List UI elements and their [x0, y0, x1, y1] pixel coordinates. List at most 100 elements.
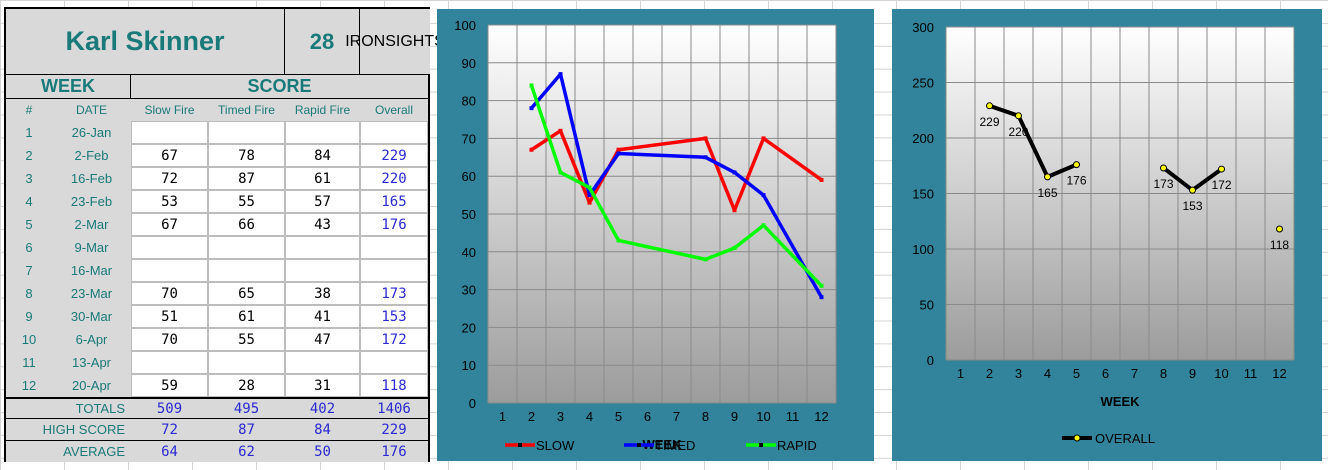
overall-score-cell[interactable]: 165 — [360, 190, 428, 213]
y-tick-label: 70 — [462, 131, 476, 146]
data-point — [587, 193, 592, 198]
timed-score-cell[interactable]: 65 — [208, 282, 285, 305]
slow-score-cell[interactable]: 51 — [131, 305, 208, 328]
x-tick-label: 11 — [786, 409, 800, 424]
timed-score-cell[interactable] — [208, 121, 285, 144]
week-number: 7 — [6, 259, 52, 282]
slow-score-cell[interactable]: 72 — [131, 167, 208, 190]
rapid-score-cell[interactable]: 41 — [285, 305, 360, 328]
y-tick-label: 50 — [920, 298, 934, 313]
x-axis-title: WEEK — [1101, 394, 1141, 409]
overall-score-cell[interactable] — [360, 121, 428, 144]
x-tick-label: 10 — [756, 409, 770, 424]
rapid-score-cell[interactable]: 38 — [285, 282, 360, 305]
x-tick-label: 7 — [1131, 366, 1138, 381]
x-tick-label: 6 — [1102, 366, 1109, 381]
timed-score-cell[interactable]: 66 — [208, 213, 285, 236]
fire-type-chart[interactable]: 0 10 20 30 40 50 60 70 80 90 100 1 2 3 4 5 6 7 8 9 10 11 12 WEE… — [437, 9, 874, 461]
totals-label: TOTALS — [75, 401, 125, 416]
overall-series-line — [988, 103, 1078, 179]
overall-score-cell[interactable]: 220 — [360, 167, 428, 190]
timed-fire-col-header: Timed Fire — [218, 103, 275, 117]
week-header: WEEK — [6, 75, 131, 98]
overall-score-cell[interactable]: 153 — [360, 305, 428, 328]
y-tick-label: 30 — [462, 283, 476, 298]
average-label: AVERAGE — [63, 444, 125, 459]
slow-score-cell[interactable]: 70 — [131, 328, 208, 351]
overall-score-cell[interactable]: 229 — [360, 144, 428, 167]
data-point — [819, 295, 824, 300]
shooter-name-cell[interactable]: Karl Skinner — [6, 9, 285, 75]
data-point — [529, 147, 534, 152]
rapid-score-cell[interactable]: 47 — [285, 328, 360, 351]
data-label: 176 — [1066, 174, 1086, 188]
category-cell[interactable]: IRON SIGHTS — [345, 9, 445, 75]
x-tick-label: 4 — [1044, 366, 1051, 381]
slow-score-cell[interactable]: 70 — [131, 282, 208, 305]
legend-marker — [759, 443, 763, 447]
slow-score-cell[interactable] — [131, 121, 208, 144]
y-tick-label: 80 — [462, 94, 476, 109]
x-tick-label: 1 — [499, 409, 506, 424]
rapid-score-cell[interactable]: 31 — [285, 374, 360, 397]
x-tick-label: 12 — [1272, 366, 1286, 381]
legend-label-slow: SLOW — [536, 438, 575, 453]
section-header-row: WEEK SCORE — [6, 75, 428, 99]
x-tick-label: 9 — [731, 409, 738, 424]
overall-score-cell[interactable] — [360, 351, 428, 374]
rapid-score-cell[interactable] — [285, 351, 360, 374]
overall-score-cell[interactable] — [360, 259, 428, 282]
timed-score-cell[interactable]: 55 — [208, 190, 285, 213]
legend-marker — [518, 443, 522, 447]
slow-score-cell[interactable]: 67 — [131, 213, 208, 236]
x-tick-label: 3 — [1015, 366, 1022, 381]
timed-score-cell[interactable]: 78 — [208, 144, 285, 167]
x-tick-label: 1 — [957, 366, 964, 381]
data-label: 173 — [1153, 177, 1173, 191]
data-point — [558, 72, 563, 77]
data-point — [732, 246, 737, 251]
y-tick-label: 40 — [462, 245, 476, 260]
x-tick-label: 9 — [1189, 366, 1196, 381]
rapid-score-cell[interactable]: 61 — [285, 167, 360, 190]
slow-score-cell[interactable] — [131, 351, 208, 374]
overall-score-cell[interactable]: 172 — [360, 328, 428, 351]
timed-score-cell[interactable] — [208, 259, 285, 282]
shooter-number-cell[interactable]: 28 — [285, 9, 360, 75]
slow-score-cell[interactable]: 67 — [131, 144, 208, 167]
overall-score-cell[interactable]: 176 — [360, 213, 428, 236]
timed-score-cell[interactable]: 87 — [208, 167, 285, 190]
data-point — [986, 102, 993, 110]
timed-score-cell[interactable]: 61 — [208, 305, 285, 328]
data-point — [761, 136, 766, 141]
category-label: IRON SIGHTS — [345, 9, 445, 74]
overall-score-cell[interactable]: 173 — [360, 282, 428, 305]
rapid-score-cell[interactable] — [285, 121, 360, 144]
data-point — [1218, 165, 1225, 173]
overall-col-header: Overall — [374, 103, 413, 117]
timed-score-cell[interactable]: 55 — [208, 328, 285, 351]
rapid-score-cell[interactable] — [285, 259, 360, 282]
data-point — [732, 208, 737, 213]
slow-score-cell[interactable]: 59 — [131, 374, 208, 397]
timed-score-cell[interactable]: 28 — [208, 374, 285, 397]
slow-score-cell[interactable]: 53 — [131, 190, 208, 213]
x-axis-title: WEEK — [643, 437, 683, 452]
rapid-score-cell[interactable] — [285, 236, 360, 259]
x-tick-label: 11 — [1244, 366, 1258, 381]
rapid-score-cell[interactable]: 43 — [285, 213, 360, 236]
overall-score-cell[interactable] — [360, 236, 428, 259]
data-point — [587, 185, 592, 190]
timed-score-cell[interactable] — [208, 236, 285, 259]
overall-score-cell[interactable]: 118 — [360, 374, 428, 397]
rapid-score-cell[interactable]: 84 — [285, 144, 360, 167]
y-tick-label: 250 — [912, 76, 934, 91]
slow-score-cell[interactable] — [131, 236, 208, 259]
x-tick-label: 4 — [586, 409, 593, 424]
slow-score-cell[interactable] — [131, 259, 208, 282]
timed-score-cell[interactable] — [208, 351, 285, 374]
x-tick-label: 8 — [1160, 366, 1167, 381]
overall-chart[interactable]: 0 50 100 150 200 250 300 1 2 3 4 5 6 7 8 9 10 11 12 WEEK 229… — [892, 9, 1322, 461]
x-tick-label: 2 — [986, 366, 993, 381]
rapid-score-cell[interactable]: 57 — [285, 190, 360, 213]
